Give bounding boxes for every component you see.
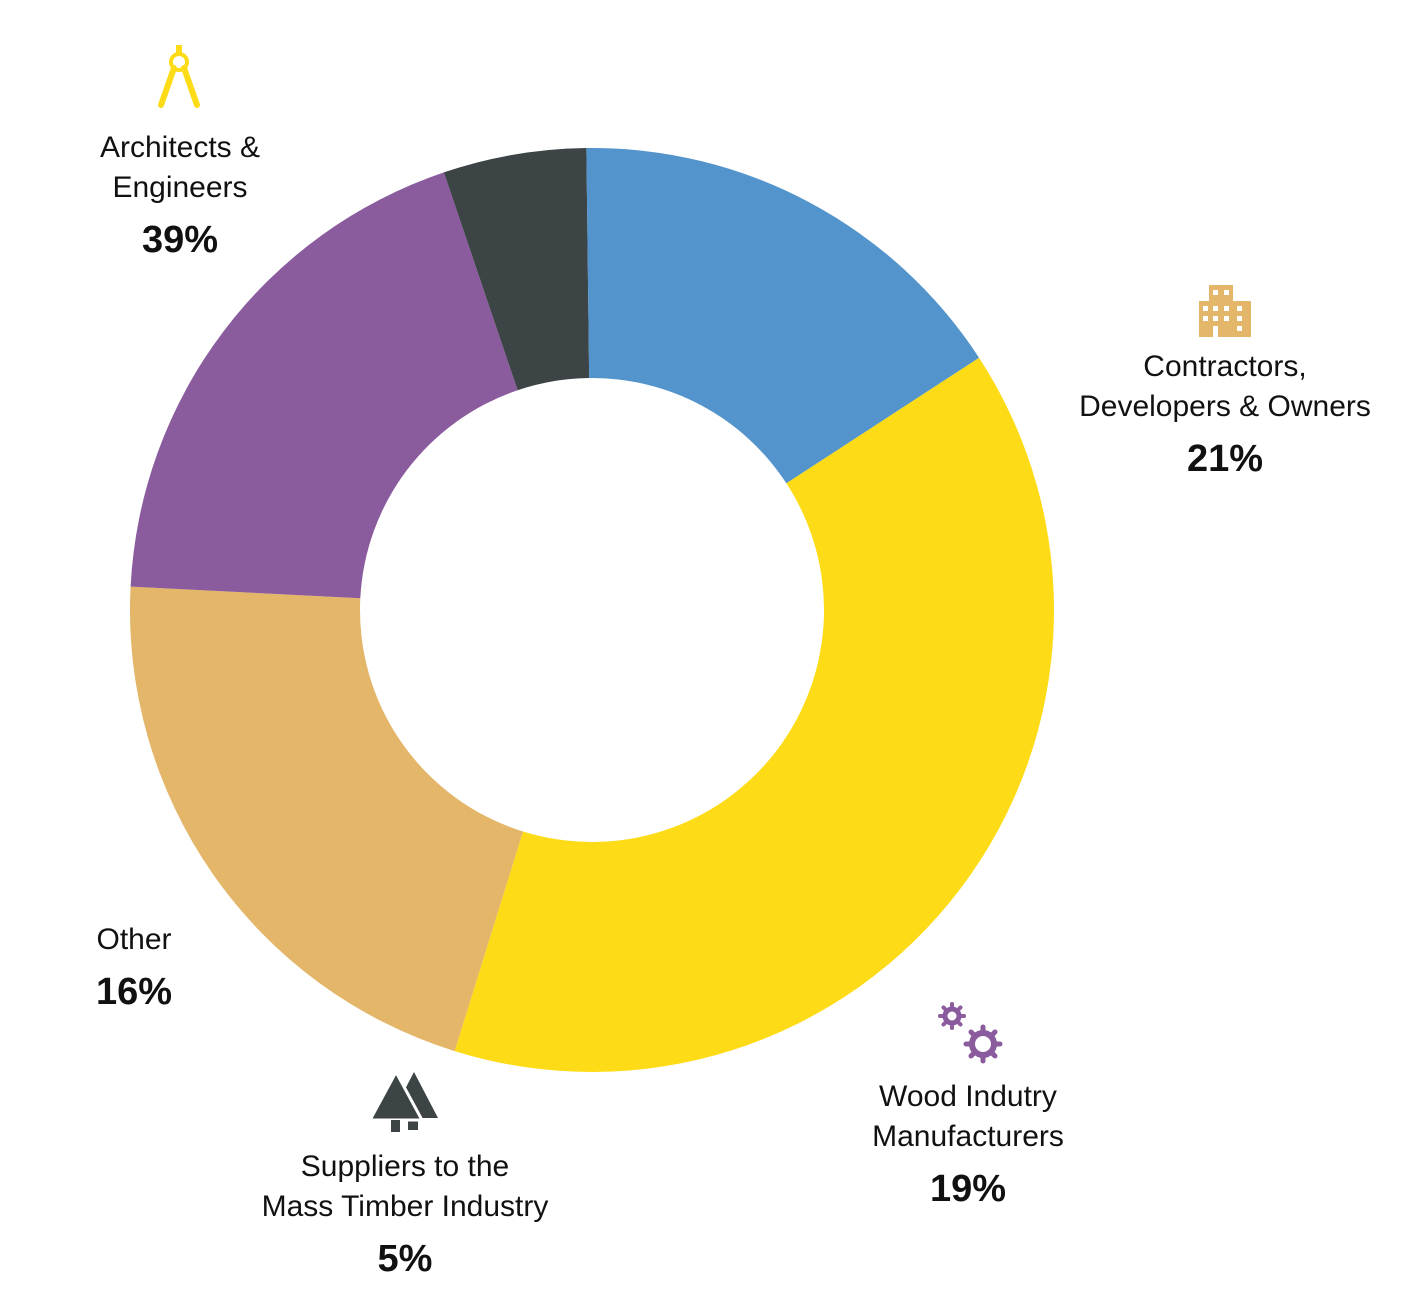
label-other-line1: Other — [96, 923, 172, 956]
label-wood-manufacturers-line2: Manufacturers — [872, 1120, 1064, 1153]
label-suppliers-value: 5% — [377, 1238, 433, 1280]
donut-slices — [129, 148, 1055, 1072]
slice-other — [586, 148, 980, 484]
label-suppliers-line2: Mass Timber Industry — [261, 1190, 549, 1223]
label-contractors: Contractors, Developers & Owners 21% — [1040, 347, 1410, 479]
slice-suppliers — [443, 148, 590, 391]
label-wood-manufacturers-value: 19% — [929, 1168, 1007, 1210]
building-icon — [1199, 285, 1251, 337]
slice-wood-manufacturers — [130, 172, 518, 599]
drafting-compass-icon — [158, 45, 200, 108]
label-contractors-line2: Developers & Owners — [1079, 390, 1371, 423]
label-suppliers: Suppliers to the Mass Timber Industry 5% — [225, 1147, 585, 1279]
label-other: Other 16% — [44, 920, 224, 1012]
label-architects-line1: Architects & — [99, 131, 261, 164]
gears-icon — [938, 1002, 1003, 1064]
trees-icon — [370, 1070, 438, 1132]
label-contractors-line1: Contractors, — [1143, 350, 1307, 383]
slice-architects — [454, 357, 1055, 1072]
label-architects: Architects & Engineers 39% — [20, 128, 340, 260]
label-architects-line2: Engineers — [112, 171, 248, 204]
label-architects-value: 39% — [141, 219, 219, 261]
label-wood-manufacturers: Wood Indutry Manufacturers 19% — [808, 1077, 1128, 1209]
label-suppliers-line1: Suppliers to the — [300, 1150, 510, 1183]
label-wood-manufacturers-line1: Wood Indutry — [879, 1080, 1057, 1113]
label-other-value: 16% — [95, 971, 173, 1013]
label-contractors-value: 21% — [1186, 438, 1264, 480]
slice-contractors — [129, 586, 524, 1052]
